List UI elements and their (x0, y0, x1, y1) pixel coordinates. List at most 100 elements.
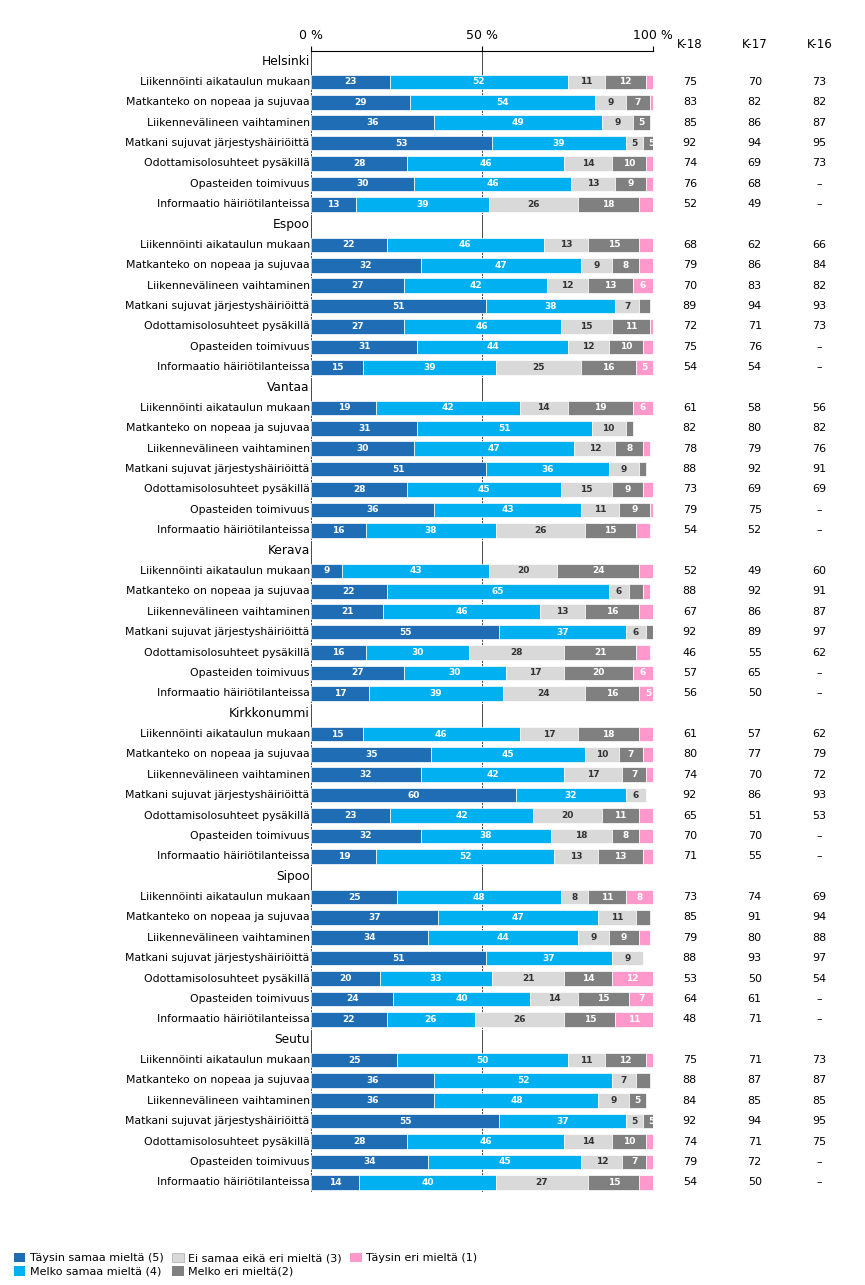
Text: 43: 43 (409, 567, 422, 576)
Text: 51: 51 (747, 811, 762, 821)
Bar (311, 604, 383, 619)
Text: 55: 55 (747, 851, 762, 861)
Text: 71: 71 (747, 1014, 762, 1024)
Text: 52: 52 (472, 77, 485, 86)
Text: 87: 87 (812, 118, 827, 127)
Text: 74: 74 (682, 1136, 697, 1146)
Bar (485, 299, 616, 314)
Text: Matkanteko on nopeaa ja sujuvaa: Matkanteko on nopeaa ja sujuvaa (126, 261, 310, 270)
Text: Opasteiden toimivuus: Opasteiden toimivuus (190, 179, 310, 189)
Text: 68: 68 (682, 240, 697, 251)
Bar (636, 360, 653, 374)
Bar (516, 788, 625, 802)
Bar (551, 829, 612, 843)
Bar (646, 75, 657, 89)
Bar (646, 1155, 653, 1169)
Bar (609, 930, 639, 944)
Bar (609, 339, 643, 355)
Text: 7: 7 (631, 1158, 638, 1167)
Text: 16: 16 (606, 689, 618, 698)
Text: 54: 54 (812, 974, 827, 983)
Bar (311, 279, 404, 293)
Text: 19: 19 (337, 852, 350, 861)
Text: 17: 17 (587, 770, 599, 779)
Text: 26: 26 (528, 199, 540, 208)
Text: –: – (817, 526, 823, 536)
Text: Informaatio häiriötilanteissa: Informaatio häiriötilanteissa (157, 362, 310, 373)
Bar (622, 1155, 646, 1169)
Text: 19: 19 (337, 403, 350, 412)
Bar (625, 1114, 643, 1128)
Text: 39: 39 (423, 362, 436, 371)
Text: K-17: K-17 (742, 39, 767, 51)
Text: 15: 15 (584, 1015, 596, 1024)
Bar (646, 1052, 653, 1068)
Text: Helsinki: Helsinki (261, 55, 310, 68)
Bar (397, 1052, 567, 1068)
Text: 42: 42 (456, 811, 468, 820)
Text: 91: 91 (812, 586, 827, 596)
Text: –: – (817, 342, 823, 352)
Text: 9: 9 (628, 180, 634, 189)
Text: Matkanteko on nopeaa ja sujuvaa: Matkanteko on nopeaa ja sujuvaa (126, 423, 310, 433)
Text: 17: 17 (529, 668, 541, 677)
Text: 7: 7 (625, 302, 631, 311)
Bar (311, 625, 499, 640)
Text: 13: 13 (587, 180, 599, 189)
Text: Informaatio häiriötilanteissa: Informaatio häiriötilanteissa (157, 199, 310, 209)
Text: 25: 25 (532, 362, 545, 371)
Bar (407, 1135, 564, 1149)
Text: 53: 53 (812, 811, 827, 821)
Text: 51: 51 (498, 424, 510, 433)
Bar (311, 645, 366, 659)
Bar (581, 360, 636, 374)
Text: 88: 88 (682, 464, 697, 474)
Text: 32: 32 (360, 831, 372, 840)
Bar (571, 176, 616, 191)
Text: 12: 12 (619, 77, 632, 86)
Text: 6: 6 (633, 790, 639, 799)
Bar (311, 1094, 434, 1108)
Bar (520, 401, 567, 415)
Text: 7: 7 (638, 995, 644, 1004)
Text: Matkanteko on nopeaa ja sujuvaa: Matkanteko on nopeaa ja sujuvaa (126, 586, 310, 596)
Text: 14: 14 (582, 974, 594, 983)
Text: 36: 36 (367, 118, 379, 127)
Text: K-18: K-18 (677, 39, 702, 51)
Text: 9: 9 (625, 953, 631, 962)
Text: 15: 15 (597, 995, 610, 1004)
Text: 28: 28 (353, 1137, 366, 1146)
Text: Liikennöinti aikataulun mukaan: Liikennöinti aikataulun mukaan (139, 403, 310, 412)
Bar (311, 116, 434, 130)
Text: 26: 26 (514, 1015, 526, 1024)
Text: 52: 52 (682, 565, 697, 576)
Text: 71: 71 (747, 1136, 762, 1146)
Bar (646, 767, 653, 783)
Text: 40: 40 (456, 995, 468, 1004)
Bar (564, 645, 636, 659)
Bar (311, 461, 485, 477)
Bar (616, 176, 646, 191)
Text: 51: 51 (392, 465, 405, 474)
Text: 34: 34 (363, 933, 375, 942)
Bar (602, 116, 632, 130)
Text: 27: 27 (535, 1178, 548, 1187)
Text: 21: 21 (594, 648, 606, 657)
Text: 19: 19 (593, 403, 606, 412)
Bar (616, 299, 639, 314)
Text: 46: 46 (476, 323, 489, 332)
Text: 20: 20 (593, 668, 605, 677)
Text: 47: 47 (488, 445, 501, 454)
Bar (643, 482, 653, 497)
Bar (548, 279, 588, 293)
Text: 65: 65 (491, 587, 504, 596)
Text: 36: 36 (367, 505, 379, 514)
Text: 6: 6 (640, 281, 646, 290)
Text: 6: 6 (616, 587, 622, 596)
Text: 55: 55 (399, 1117, 412, 1126)
Text: 9: 9 (611, 1096, 617, 1105)
Bar (407, 482, 561, 497)
Bar (404, 319, 561, 334)
Bar (567, 339, 609, 355)
Bar (564, 157, 612, 171)
